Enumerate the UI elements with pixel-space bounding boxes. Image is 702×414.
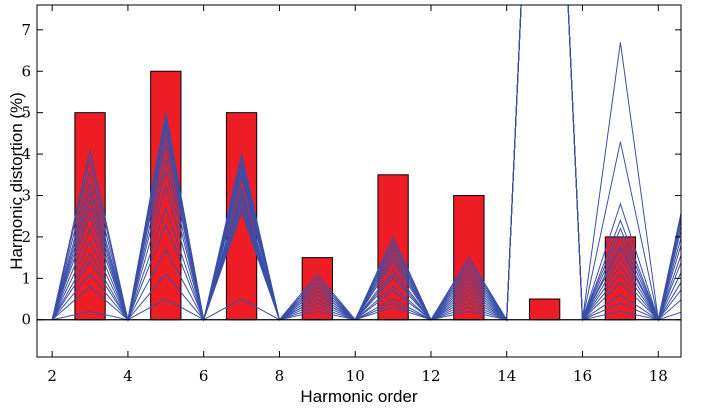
- y-tick-label: 0: [21, 311, 31, 329]
- series-line-9: [51, 5, 681, 322]
- series-line-13: [51, 5, 681, 322]
- series-line-12: [51, 5, 681, 322]
- series-line-6: [51, 5, 681, 322]
- x-tick-label: 18: [649, 367, 668, 385]
- lines-layer: [51, 5, 681, 322]
- series-line-14: [51, 5, 681, 322]
- y-tick-label: 4: [21, 145, 31, 163]
- y-tick-label: 7: [21, 21, 31, 39]
- plot-frame: [36, 4, 682, 358]
- x-tick-label: 10: [346, 367, 365, 385]
- x-tick-label: 16: [573, 367, 592, 385]
- y-tick-label: 5: [21, 104, 31, 122]
- series-line-8: [51, 5, 681, 322]
- x-tick-label: 6: [199, 367, 209, 385]
- series-line-7: [51, 5, 681, 322]
- x-tick-label: 14: [497, 367, 516, 385]
- series-line-4: [51, 5, 681, 322]
- y-tick-label: 1: [21, 269, 31, 287]
- x-tick-label: 4: [123, 367, 133, 385]
- series-line-1: [52, 5, 681, 321]
- y-axis-label: Harmonic distortion (%): [7, 92, 26, 270]
- y-tick-label: 2: [21, 228, 31, 246]
- x-axis-label: Harmonic order: [300, 387, 417, 406]
- x-tick-label: 12: [421, 367, 440, 385]
- bar-h15: [528, 298, 561, 321]
- x-tick-label: 8: [275, 367, 285, 385]
- series-line-10: [51, 5, 681, 322]
- y-tick-label: 6: [21, 62, 31, 80]
- bar-h11: [377, 174, 409, 321]
- series-line-2: [51, 5, 681, 321]
- y-tick-label: 3: [21, 186, 31, 204]
- series-line-3: [51, 5, 681, 321]
- x-tick-label: 2: [47, 367, 57, 385]
- series-line-5: [51, 5, 681, 322]
- series-line-15: [51, 5, 681, 322]
- series-line-11: [51, 5, 681, 322]
